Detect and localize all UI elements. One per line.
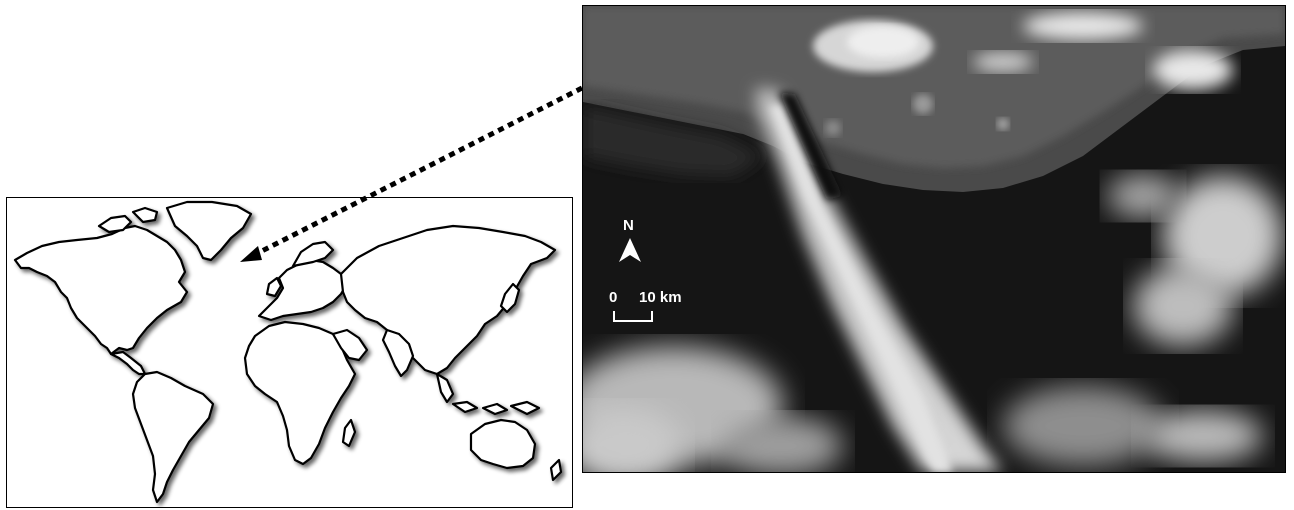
arabia (331, 328, 369, 362)
southeast-asia (435, 372, 455, 404)
australia (469, 418, 537, 470)
scandinavia (291, 240, 335, 268)
arctic-island-2 (131, 206, 159, 224)
new-guinea (509, 400, 541, 416)
central-america (109, 350, 147, 376)
scale-start-label: 0 (609, 289, 618, 306)
south-america (131, 370, 215, 504)
scale-bar (613, 311, 653, 322)
europe (257, 258, 349, 322)
satellite-image (583, 6, 1285, 472)
africa (243, 320, 357, 466)
indonesia-2 (481, 402, 509, 416)
north-label: N (623, 217, 634, 234)
scale-end-label: 10 km (639, 289, 682, 306)
world-map-panel (6, 197, 573, 508)
india (381, 328, 415, 378)
volcanic-plume (755, 88, 1003, 472)
new-zealand (549, 458, 563, 482)
world-map (13, 200, 563, 504)
greenland (165, 200, 253, 262)
satellite-image-panel: N 0 10 km (582, 5, 1286, 473)
asia (339, 224, 557, 376)
north-arrow-icon (619, 238, 641, 262)
indonesia-1 (451, 400, 479, 414)
uk-ireland (265, 276, 283, 298)
madagascar (341, 418, 357, 448)
japan (499, 282, 521, 314)
arctic-island-1 (97, 214, 133, 234)
north-america (13, 224, 189, 356)
